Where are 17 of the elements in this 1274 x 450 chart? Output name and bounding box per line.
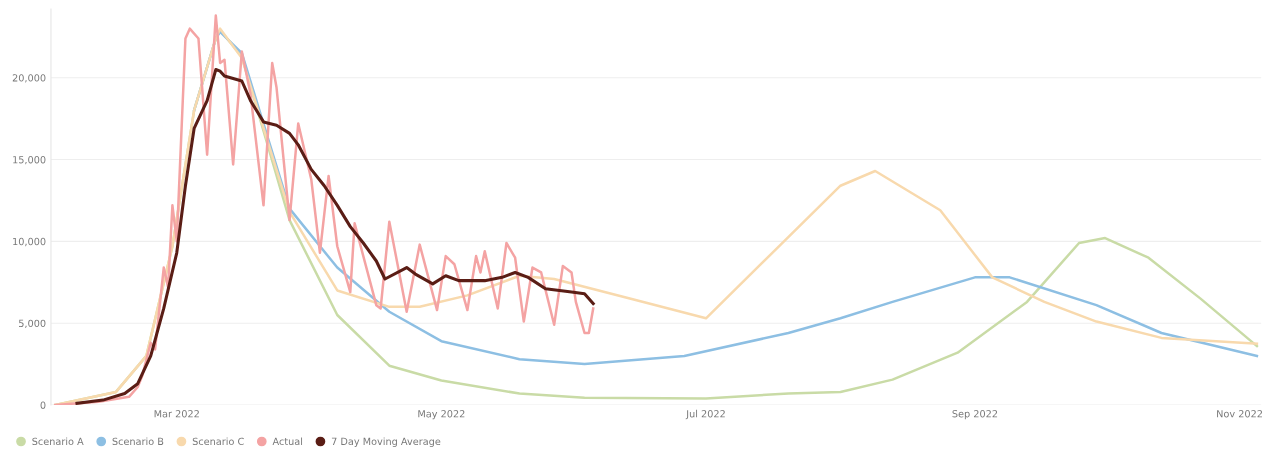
legend-label: Actual: [272, 437, 303, 446]
legend-label: Scenario B: [112, 437, 164, 446]
y-tick-label: 20,000: [12, 74, 46, 83]
y-tick-label: 10,000: [13, 237, 46, 247]
y-tick-label: 5,000: [19, 319, 46, 329]
legend-label: Scenario A: [32, 437, 84, 446]
x-tick-label: Mar 2022: [154, 410, 199, 418]
legend-label: 7 Day Moving Average: [331, 437, 441, 447]
line-series: [54, 14, 595, 405]
legend-label: Scenario C: [192, 437, 244, 446]
y-tick-label: 0: [40, 401, 46, 409]
x-tick-label: Sep 2022: [952, 410, 998, 420]
y-tick-label: 15,000: [13, 156, 46, 165]
x-tick-label: May 2022: [418, 410, 465, 420]
x-tick-label: Jul 2022: [685, 409, 725, 420]
x-tick-label: Nov 2022: [1217, 410, 1262, 418]
line-series: [75, 68, 595, 405]
